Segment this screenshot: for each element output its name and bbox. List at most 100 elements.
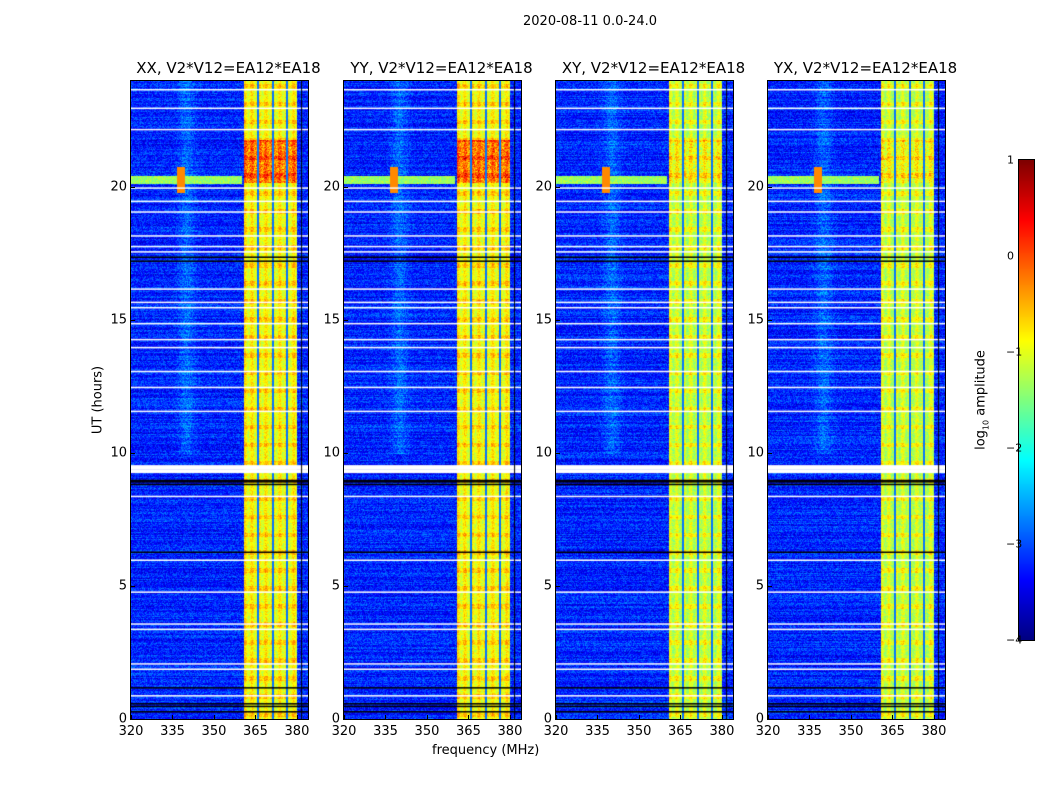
colorbar-tick-label: −3 bbox=[1006, 537, 1023, 551]
x-tick-label: 365 bbox=[668, 724, 693, 739]
x-tick-mark bbox=[255, 715, 257, 719]
y-tick-label: 5 bbox=[543, 578, 552, 594]
y-tick-mark bbox=[131, 187, 135, 189]
y-tick-label: 20 bbox=[747, 179, 764, 195]
colorbar-tick-label: −2 bbox=[1006, 441, 1023, 455]
x-tick-mark bbox=[768, 715, 769, 719]
y-tick-label: 5 bbox=[331, 578, 340, 594]
x-tick-label: 365 bbox=[243, 724, 268, 739]
x-tick-label: 335 bbox=[373, 724, 398, 739]
x-tick-mark bbox=[850, 715, 852, 719]
y-tick-mark bbox=[344, 187, 348, 189]
x-tick-mark bbox=[426, 715, 428, 719]
y-tick-mark bbox=[131, 320, 135, 322]
y-tick-mark bbox=[556, 453, 560, 455]
x-tick-label: 320 bbox=[331, 724, 357, 739]
y-tick-label: 10 bbox=[110, 445, 127, 461]
figure-title: 2020-08-11 0.0-24.0 bbox=[523, 14, 657, 29]
heatmap-cells bbox=[556, 81, 733, 719]
colorbar-tick-label: −4 bbox=[1006, 633, 1023, 647]
y-tick-label: 5 bbox=[755, 578, 764, 594]
x-tick-label: 365 bbox=[456, 724, 481, 739]
x-tick-label: 350 bbox=[838, 724, 864, 739]
x-tick-mark bbox=[638, 715, 640, 719]
y-tick-mark bbox=[131, 586, 135, 588]
y-tick-mark bbox=[768, 719, 772, 720]
y-tick-mark bbox=[344, 453, 348, 455]
y-tick-mark bbox=[344, 719, 348, 720]
x-tick-label: 365 bbox=[880, 724, 905, 739]
y-tick-mark bbox=[556, 586, 560, 588]
y-tick-label: 10 bbox=[323, 445, 340, 461]
x-tick-label: 380 bbox=[709, 724, 735, 739]
x-axis-label: frequency (MHz) bbox=[432, 743, 540, 758]
y-tick-label: 15 bbox=[535, 312, 552, 328]
x-tick-label: 335 bbox=[797, 724, 822, 739]
x-tick-label: 350 bbox=[201, 724, 227, 739]
x-tick-mark bbox=[213, 715, 215, 719]
colorbar bbox=[1018, 159, 1035, 641]
x-tick-mark bbox=[597, 715, 599, 719]
panel-title: YY, V2*V12=EA12*EA18 bbox=[350, 59, 533, 77]
heatmap-cells bbox=[768, 81, 945, 719]
y-tick-mark bbox=[556, 187, 560, 189]
y-tick-label: 20 bbox=[110, 179, 127, 195]
y-tick-mark bbox=[768, 187, 772, 189]
spectrogram-panel-yy bbox=[343, 80, 522, 720]
panel-title: XX, V2*V12=EA12*EA18 bbox=[136, 59, 321, 77]
colorbar-label: log10 amplitude bbox=[973, 350, 991, 450]
x-tick-mark bbox=[892, 715, 894, 719]
x-tick-mark bbox=[344, 715, 345, 719]
x-tick-label: 320 bbox=[755, 724, 781, 739]
x-tick-label: 380 bbox=[921, 724, 947, 739]
y-tick-mark bbox=[768, 453, 772, 455]
y-tick-label: 15 bbox=[747, 312, 764, 328]
x-tick-mark bbox=[556, 715, 557, 719]
y-tick-label: 0 bbox=[755, 711, 764, 727]
x-tick-mark bbox=[172, 715, 174, 719]
y-tick-mark bbox=[768, 320, 772, 322]
y-tick-label: 15 bbox=[110, 312, 127, 328]
x-tick-mark bbox=[296, 715, 298, 719]
x-tick-label: 380 bbox=[284, 724, 310, 739]
y-tick-mark bbox=[131, 453, 135, 455]
x-tick-mark bbox=[933, 715, 935, 719]
x-tick-label: 320 bbox=[118, 724, 144, 739]
x-tick-mark bbox=[385, 715, 387, 719]
x-tick-label: 335 bbox=[160, 724, 185, 739]
colorbar-tick-label: −1 bbox=[1006, 345, 1023, 359]
heatmap-cells bbox=[344, 81, 521, 719]
y-tick-label: 15 bbox=[323, 312, 340, 328]
y-tick-label: 0 bbox=[118, 711, 127, 727]
y-tick-mark bbox=[768, 586, 772, 588]
colorbar-tick-label: 0 bbox=[1007, 249, 1014, 263]
x-tick-mark bbox=[721, 715, 723, 719]
x-tick-label: 350 bbox=[414, 724, 440, 739]
y-tick-mark bbox=[344, 320, 348, 322]
y-tick-label: 10 bbox=[535, 445, 552, 461]
x-tick-label: 335 bbox=[585, 724, 610, 739]
x-tick-mark bbox=[809, 715, 811, 719]
y-tick-mark bbox=[344, 586, 348, 588]
y-axis-label: UT (hours) bbox=[90, 365, 106, 435]
heatmap-cells bbox=[131, 81, 308, 719]
y-tick-mark bbox=[131, 719, 135, 720]
x-tick-mark bbox=[131, 715, 132, 719]
y-tick-label: 10 bbox=[747, 445, 764, 461]
spectrogram-panel-xy bbox=[555, 80, 734, 720]
y-tick-label: 0 bbox=[543, 711, 552, 727]
colorbar-tick-label: 1 bbox=[1007, 153, 1014, 167]
x-tick-mark bbox=[680, 715, 682, 719]
y-tick-label: 0 bbox=[331, 711, 340, 727]
x-tick-label: 350 bbox=[626, 724, 652, 739]
x-tick-mark bbox=[468, 715, 470, 719]
y-tick-mark bbox=[556, 320, 560, 322]
y-tick-label: 20 bbox=[323, 179, 340, 195]
x-tick-label: 380 bbox=[497, 724, 523, 739]
panel-title: XY, V2*V12=EA12*EA18 bbox=[561, 59, 746, 77]
y-tick-mark bbox=[556, 719, 560, 720]
x-tick-mark bbox=[509, 715, 511, 719]
spectrogram-panel-yx bbox=[767, 80, 946, 720]
x-tick-label: 320 bbox=[543, 724, 569, 739]
